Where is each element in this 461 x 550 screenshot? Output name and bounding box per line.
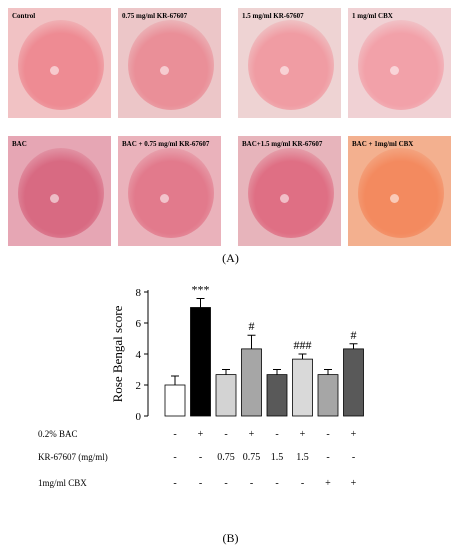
- table-cell: -: [301, 478, 304, 489]
- y-tick-label: 2: [136, 380, 142, 392]
- panel-label-b: (B): [222, 531, 239, 545]
- eye-photo: 1 mg/ml CBX: [348, 8, 451, 118]
- table-cell: -: [326, 429, 329, 440]
- table-cell: -: [199, 452, 202, 463]
- table-cell: 1.5: [296, 452, 309, 463]
- photo-label: BAC: [12, 140, 27, 148]
- bar: [215, 374, 237, 417]
- photo-label: BAC + 0.75 mg/ml KR-67607: [122, 140, 210, 148]
- table-row-label: KR-67607 (mg/ml): [38, 452, 108, 462]
- table-cell: -: [250, 478, 253, 489]
- photo-label: 1 mg/ml CBX: [352, 12, 393, 20]
- cornea-image: [248, 20, 334, 110]
- bar: [292, 358, 313, 417]
- table-cell: -: [224, 478, 227, 489]
- table-cell: +: [351, 478, 357, 489]
- table-cell: 1.5: [271, 452, 284, 463]
- y-tick-label: 8: [136, 287, 142, 299]
- table-cell: -: [275, 429, 278, 440]
- table-cell: -: [224, 429, 227, 440]
- eye-photo: Control: [8, 8, 111, 118]
- eye-photo: 1.5 mg/ml KR-67607: [238, 8, 341, 118]
- table-cell: -: [173, 429, 176, 440]
- table-cell: +: [198, 429, 204, 440]
- bar: [343, 348, 364, 417]
- eye-photo: BAC+1.5 mg/ml KR-67607: [238, 136, 341, 246]
- eye-photo: BAC + 1mg/ml CBX: [348, 136, 451, 246]
- panel-label-a: (A): [222, 251, 239, 265]
- cornea-image: [248, 148, 334, 238]
- table-cell: -: [275, 478, 278, 489]
- significance-label: #: [249, 319, 255, 333]
- y-tick-label: 4: [136, 349, 142, 361]
- table-row-label: 1mg/ml CBX: [38, 478, 87, 488]
- bar: [241, 348, 262, 417]
- cornea-image: [128, 148, 214, 238]
- significance-label: #: [351, 328, 357, 342]
- table-cell: -: [199, 478, 202, 489]
- table-row-label: 0.2% BAC: [38, 429, 78, 439]
- table-cell: 0.75: [243, 452, 261, 463]
- photo-label: BAC+1.5 mg/ml KR-67607: [242, 140, 323, 148]
- photo-label: 0.75 mg/ml KR-67607: [122, 12, 188, 20]
- cornea-image: [18, 20, 104, 110]
- photo-label: 1.5 mg/ml KR-67607: [242, 12, 304, 20]
- significance-label: ***: [192, 283, 210, 297]
- cornea-image: [358, 20, 444, 110]
- y-tick-label: 6: [136, 318, 142, 330]
- table-cell: +: [249, 429, 255, 440]
- eye-photo: 0.75 mg/ml KR-67607: [118, 8, 221, 118]
- table-cell: +: [351, 429, 357, 440]
- photo-label: Control: [12, 12, 36, 20]
- photo-label: BAC + 1mg/ml CBX: [352, 140, 414, 148]
- eye-photo: BAC: [8, 136, 111, 246]
- table-cell: -: [173, 452, 176, 463]
- table-cell: 0.75: [217, 452, 235, 463]
- cornea-image: [128, 20, 214, 110]
- y-tick-label: 0: [136, 411, 142, 423]
- table-cell: +: [300, 429, 306, 440]
- table-cell: -: [173, 478, 176, 489]
- cornea-image: [18, 148, 104, 238]
- y-axis-label: Rose Bengal score: [110, 305, 125, 402]
- bar: [164, 384, 186, 417]
- significance-label: ###: [294, 338, 312, 352]
- bar: [266, 374, 288, 417]
- cornea-image: [358, 148, 444, 238]
- table-cell: -: [352, 452, 355, 463]
- table-cell: -: [326, 452, 329, 463]
- eye-photo: BAC + 0.75 mg/ml KR-67607: [118, 136, 221, 246]
- bar: [190, 307, 211, 417]
- bar: [317, 374, 339, 417]
- table-cell: +: [325, 478, 331, 489]
